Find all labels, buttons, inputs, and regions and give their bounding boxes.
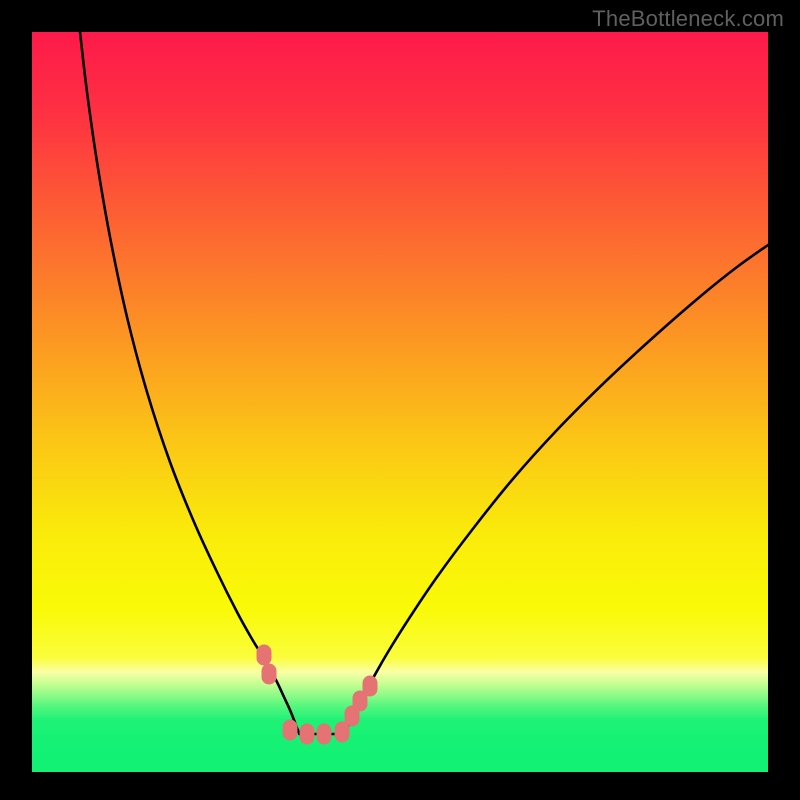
data-marker	[363, 676, 377, 696]
chart-frame: TheBottleneck.com	[0, 0, 800, 800]
data-marker	[283, 720, 297, 740]
data-marker	[300, 724, 314, 744]
data-marker	[262, 664, 276, 684]
plot-area	[32, 32, 768, 772]
data-marker	[257, 645, 271, 665]
curve-left	[80, 32, 300, 734]
data-marker	[317, 724, 331, 744]
data-marker	[335, 722, 349, 742]
watermark-text: TheBottleneck.com	[592, 6, 784, 32]
curve-right	[344, 245, 768, 734]
chart-overlay-svg	[32, 32, 768, 772]
